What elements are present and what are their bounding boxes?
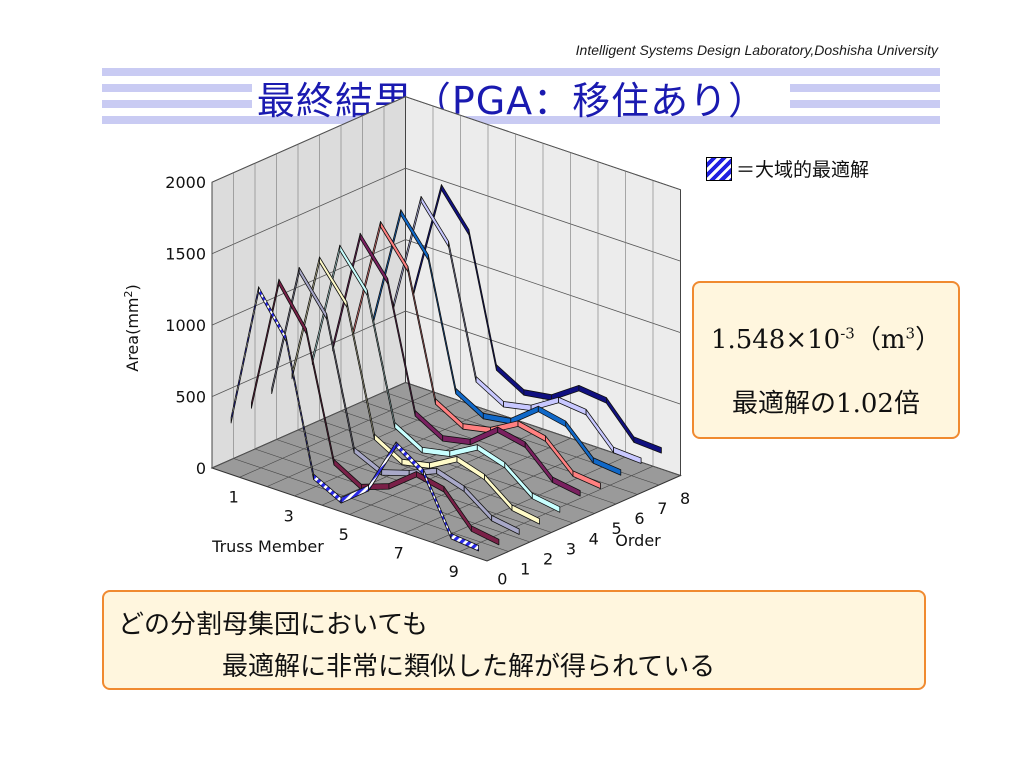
floor-gridline: [239, 391, 434, 478]
ribbon-series: [393, 195, 642, 464]
ribbon-segment: [381, 469, 410, 477]
y-axis-title-base: Area(mm: [123, 298, 142, 372]
z-tick-label: 1: [520, 560, 530, 579]
ribbon-series: [291, 256, 540, 525]
result-exponent: -3: [840, 324, 855, 343]
result-times: ×: [785, 325, 808, 355]
result-volume: 1.548×10-3（m3）: [694, 319, 958, 356]
x-tick-label: 5: [339, 525, 349, 544]
z-tick-label: 3: [566, 539, 576, 558]
chart-legend: ＝大域的最適解: [706, 155, 869, 182]
z-tick-label: 2: [543, 549, 553, 568]
lab-credit: Intelligent Systems Design Laboratory,Do…: [575, 42, 938, 58]
legend-swatch-hatched: [706, 156, 732, 181]
z-tick-label: 6: [634, 509, 644, 528]
ribbon-segment: [572, 470, 601, 490]
floor-gridline: [349, 428, 544, 515]
conclusion-line-2: 最適解に非常に類似した解が得られている: [222, 652, 716, 682]
ribbon-series: [311, 244, 561, 513]
floor-gridline: [276, 439, 552, 533]
x-tick-label: 9: [449, 562, 459, 581]
result-unit-open: （m: [854, 325, 906, 355]
floor-gridline: [254, 448, 531, 543]
floor-gridline: [297, 429, 574, 524]
z-tick-label: 7: [657, 499, 667, 518]
ribbon-segment: [592, 457, 622, 476]
z-tick-label: 4: [589, 529, 599, 548]
result-base: 10: [807, 325, 841, 355]
y-tick-label: 2000: [165, 173, 206, 192]
y-axis-title-close: ): [123, 284, 142, 290]
floor-gridline: [431, 456, 626, 543]
ribbon-segment: [470, 525, 500, 546]
conclusion-box: どの分割母集団においても 最適解に非常に類似した解が得られている: [102, 590, 926, 690]
ribbon-segment: [511, 504, 540, 525]
floor-gridline: [233, 458, 509, 552]
x-axis-title: Truss Member: [211, 537, 324, 556]
ribbon-segment: [531, 492, 561, 513]
ribbon-series: [413, 184, 662, 454]
z-tick-label: 5: [612, 519, 622, 538]
ribbon-series: [332, 232, 581, 497]
z-tick-label: 8: [680, 489, 690, 508]
result-unit-close: ）: [915, 325, 942, 355]
floor-gridline: [266, 400, 461, 487]
conclusion-line-1: どの分割母集団においても: [118, 610, 428, 640]
title-stripes: [102, 68, 940, 126]
ribbon-segment: [450, 533, 480, 552]
result-unit-exp: 3: [905, 324, 916, 343]
ribbon-segment: [613, 446, 642, 464]
floor-gridline: [319, 420, 595, 514]
y-tick-label: 0: [196, 459, 206, 478]
ribbon-series: [372, 209, 622, 476]
y-tick-label: 1000: [165, 316, 206, 335]
floor-gridline: [376, 438, 571, 525]
result-mantissa: 1.548: [710, 325, 786, 355]
result-ratio: 最適解の1.02倍: [732, 389, 920, 419]
x-tick-label: 7: [394, 543, 404, 562]
legend-label: ＝大域的最適解: [736, 159, 870, 181]
ribbon-series: [230, 286, 480, 552]
x-tick-label: 3: [284, 506, 294, 525]
y-axis-title-sup: 2: [122, 291, 135, 298]
ribbon-segment: [491, 515, 520, 535]
slide-title: 最終結果（PGA：移住あり）: [256, 79, 768, 123]
z-tick-label: 0: [497, 570, 507, 589]
ribbon-series: [352, 221, 601, 490]
y-tick-label: 1500: [165, 245, 206, 264]
result-box: 1.548×10-3（m3） 最適解の1.02倍: [692, 281, 960, 439]
y-axis-title: Area(mm2): [122, 284, 142, 371]
ribbon-segment: [633, 436, 662, 454]
x-tick-label: 1: [229, 488, 239, 507]
ribbon-series: [271, 266, 520, 535]
ribbon-segment: [552, 476, 581, 497]
z-axis-title: Order: [615, 531, 661, 550]
y-tick-label: 500: [175, 388, 206, 407]
